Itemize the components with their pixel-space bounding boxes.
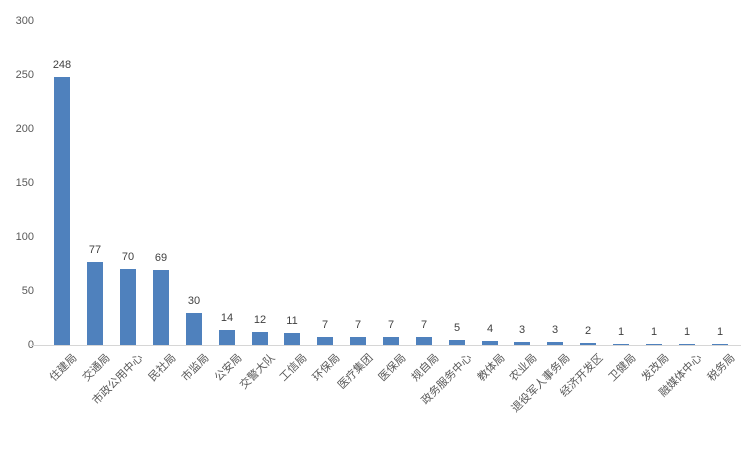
bar: [219, 330, 235, 345]
x-category-label: 教体局: [475, 352, 508, 384]
bar: [252, 332, 268, 345]
bar: [449, 340, 465, 345]
bar-value-label: 30: [187, 294, 201, 307]
bar-value-label: 248: [52, 59, 72, 72]
x-category-label: 医保局: [376, 352, 409, 384]
bar-value-label: 7: [387, 319, 395, 332]
bar: [613, 344, 629, 345]
bar-value-label: 12: [253, 314, 267, 327]
bar-value-label: 3: [551, 323, 559, 336]
bar: [87, 262, 103, 345]
bar-value-label: 3: [518, 323, 526, 336]
bar-value-label: 7: [354, 319, 362, 332]
bar-value-label: 69: [154, 252, 168, 265]
bar-value-label: 1: [716, 325, 724, 338]
bar-value-label: 4: [486, 322, 494, 335]
bar: [547, 342, 563, 345]
bar: [679, 344, 695, 345]
bar: [120, 269, 136, 345]
bar-value-label: 11: [286, 315, 298, 328]
x-category-label: 住建局: [48, 352, 80, 384]
x-axis-line: [31, 345, 741, 346]
bar: [383, 337, 399, 345]
bar: [153, 270, 169, 345]
bar-value-label: 7: [321, 319, 329, 332]
bar: [317, 337, 333, 345]
bar: [416, 337, 432, 345]
x-category-label: 工信局: [278, 352, 310, 384]
bar: [54, 77, 70, 345]
y-tick-label: 0: [0, 339, 34, 352]
y-tick-label: 300: [15, 14, 34, 27]
x-category-label: 民社局: [146, 352, 179, 384]
bar-value-label: 14: [220, 311, 234, 324]
bar-value-label: 2: [584, 324, 592, 337]
bar: [482, 341, 498, 345]
bar-value-label: 1: [617, 325, 625, 338]
bar: [646, 344, 662, 345]
y-tick-label: 250: [15, 68, 34, 81]
bar-value-label: 1: [650, 325, 658, 338]
bar-value-label: 77: [88, 243, 102, 256]
bar: [580, 343, 596, 345]
x-category-label: 医疗集团: [336, 352, 376, 392]
y-tick-label: 100: [15, 230, 34, 243]
bar-value-label: 7: [420, 319, 428, 332]
x-category-label: 交警大队: [237, 352, 278, 392]
y-tick-label: 200: [15, 122, 34, 135]
bar-value-label: 70: [121, 251, 135, 264]
bar-value-label: 1: [683, 325, 691, 338]
bar: [186, 313, 202, 345]
bar: [514, 342, 530, 345]
bar: [712, 344, 728, 345]
bar: [350, 337, 366, 345]
y-tick-label: 150: [15, 176, 34, 189]
bar-value-label: 5: [453, 321, 461, 334]
x-category-label: 税务局: [705, 352, 738, 384]
x-category-label: 卫健局: [606, 352, 639, 384]
y-tick-label: 50: [21, 284, 34, 297]
bar: [284, 333, 300, 345]
x-category-label: 市监局: [179, 352, 212, 384]
